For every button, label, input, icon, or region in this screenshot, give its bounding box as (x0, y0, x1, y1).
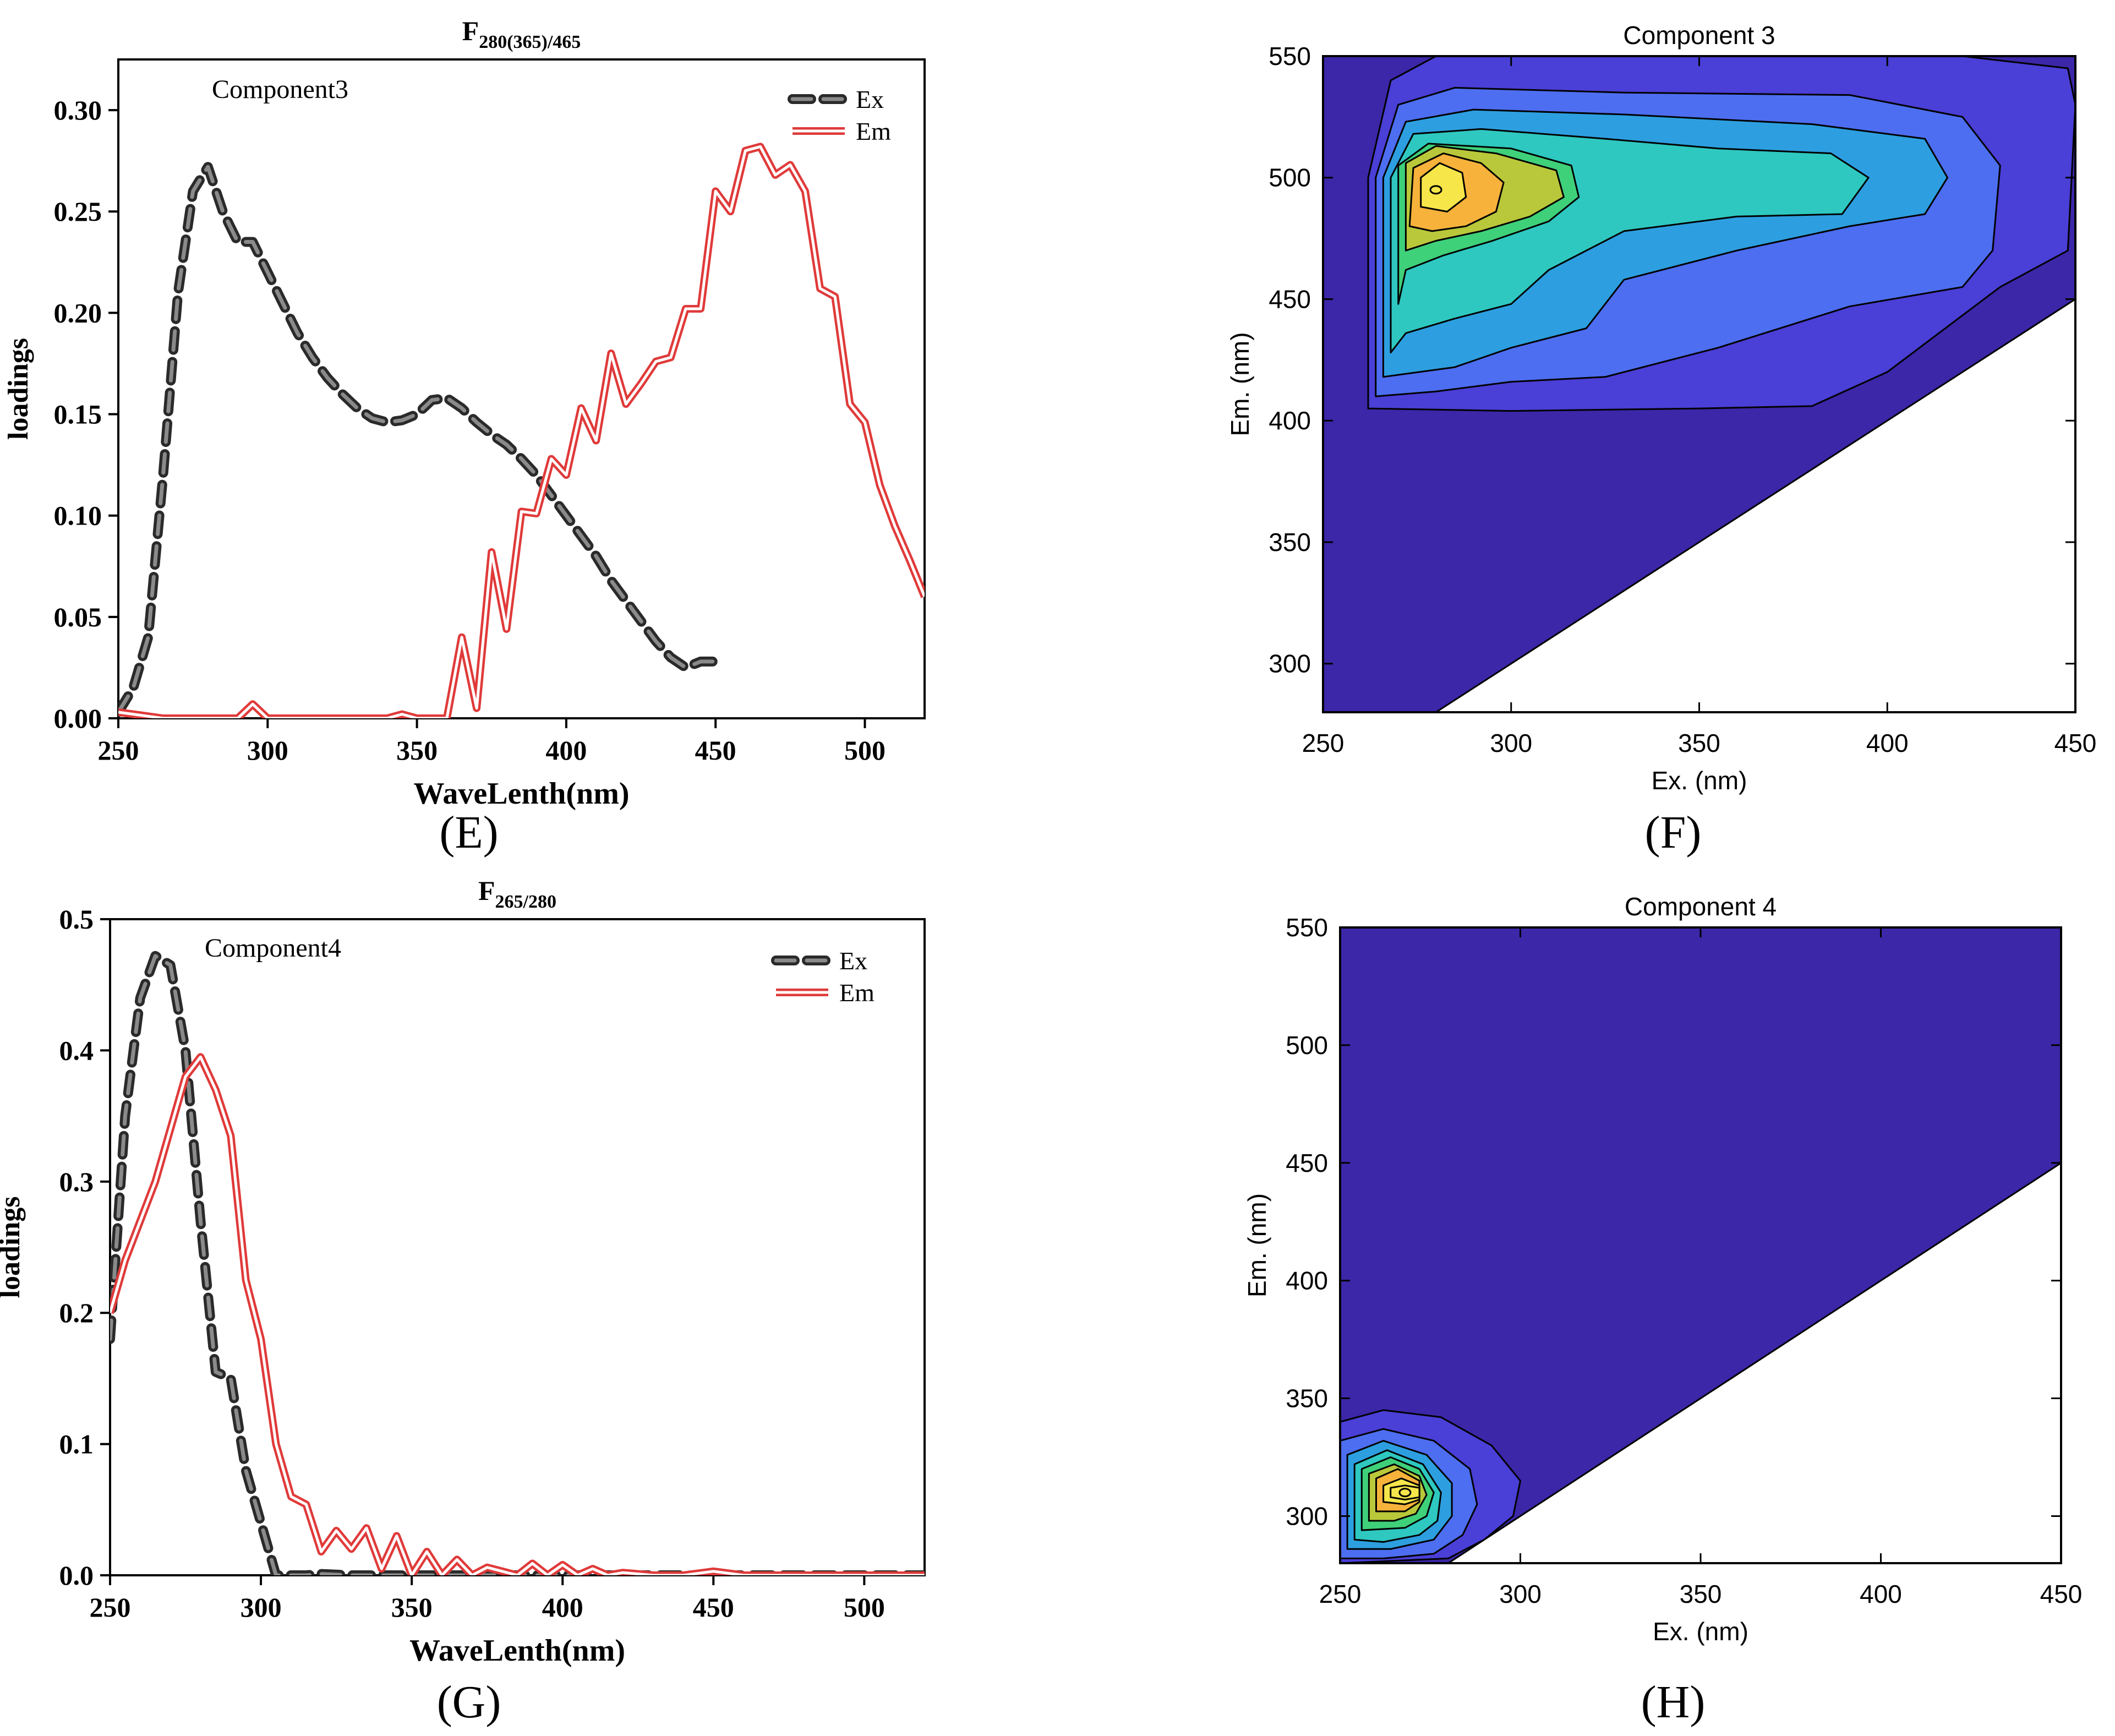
panel-h-contour-chart: Component 4 250 300 350 400 450 300 350 400 450 50… (1243, 892, 2082, 1646)
chart-title-h: Component 4 (1625, 892, 1777, 921)
panel-label-e: (E) (439, 807, 498, 858)
legend-label-em-e: Em (856, 117, 891, 145)
contour-level-h-9 (1390, 1484, 1420, 1500)
y-tick-label-h: 400 (1286, 1266, 1328, 1295)
x-tick-label-g: 300 (241, 1592, 282, 1623)
panel-e-line-chart: F280(365)/465 250 300 350 400 450 500 0.00 0.05 0… (3, 15, 926, 811)
y-tick-label-g: 0.3 (59, 1166, 94, 1197)
series-line-em-e (118, 143, 925, 718)
contour-peak-h (1398, 1488, 1412, 1498)
y-tick-label-e: 0.25 (54, 196, 102, 227)
series-line-ex-highlight-e (118, 165, 718, 714)
chart-title-e: F280(365)/465 (462, 15, 581, 52)
y-tick-label-g: 0.4 (59, 1035, 94, 1066)
y-axis-label-e: loadings (3, 338, 34, 440)
x-tick-label-f: 300 (1490, 729, 1532, 757)
panel-f-contour-chart: Component 3 250 300 350 400 450 300 350 400 450 50… (1226, 21, 2096, 795)
series-line-ex-highlight-g (110, 954, 925, 1575)
y-tick-label-f: 550 (1269, 42, 1311, 70)
x-tick-label-g: 250 (90, 1592, 131, 1623)
x-tick-label-e: 450 (695, 735, 736, 766)
x-tick-label-f: 350 (1678, 729, 1720, 757)
x-tick-label-h: 350 (1680, 1580, 1722, 1608)
x-tick-label-e: 250 (98, 735, 139, 766)
x-tick-label-e: 300 (247, 735, 288, 766)
y-tick-label-h: 300 (1286, 1502, 1328, 1530)
y-tick-label-e: 0.00 (54, 703, 102, 734)
y-tick-label-e: 0.20 (54, 297, 102, 328)
x-tick-label-g: 350 (391, 1592, 433, 1623)
y-axis-label-f: Em. (nm) (1226, 332, 1254, 436)
panel-g-line-chart: F265/280 250 300 350 400 450 500 0.0 0.1 0.2 0.3 0.… (0, 875, 926, 1668)
plot-frame-g (109, 918, 926, 1576)
y-tick-label-e: 0.15 (54, 399, 102, 430)
series-line-ex-g (110, 951, 925, 1575)
y-axis-label-h: Em. (nm) (1243, 1193, 1271, 1297)
y-tick-label-h: 350 (1286, 1384, 1328, 1413)
y-tick-label-g: 0.2 (59, 1297, 94, 1328)
series-line-em-inner-g (110, 1055, 925, 1575)
panel-label-h: (H) (1641, 1677, 1706, 1728)
contour-group-h (1340, 927, 2061, 1563)
component-annotation-e: Component3 (212, 75, 348, 104)
y-tick-label-h: 550 (1286, 913, 1328, 942)
x-axis-label-e: WaveLenth(nm) (414, 777, 630, 811)
y-tick-label-f: 300 (1269, 649, 1311, 678)
x-axis-label-h: Ex. (nm) (1653, 1617, 1748, 1646)
legend-label-ex-e: Ex (856, 85, 884, 113)
chart-title-g: F265/280 (478, 875, 556, 912)
legend-label-em-g: Em (839, 979, 875, 1007)
contour-group-f (1323, 56, 2075, 712)
y-tick-label-e: 0.05 (54, 602, 102, 632)
y-tick-label-f: 500 (1269, 163, 1311, 192)
x-axis-label-f: Ex. (nm) (1652, 766, 1747, 795)
y-tick-label-h: 450 (1286, 1149, 1328, 1177)
y-tick-label-g: 0.5 (59, 904, 94, 935)
plot-frame-e (117, 58, 926, 719)
y-tick-label-f: 400 (1269, 406, 1311, 435)
x-tick-label-e: 400 (545, 735, 587, 766)
x-tick-label-h: 450 (2040, 1580, 2083, 1608)
contour-peak-f (1429, 185, 1442, 195)
series-group-e (118, 143, 925, 718)
panel-label-g: (G) (437, 1677, 501, 1728)
y-tick-label-h: 500 (1286, 1031, 1328, 1060)
x-tick-label-e: 500 (844, 735, 886, 766)
panel-label-f: (F) (1645, 807, 1702, 858)
series-group-g (110, 951, 925, 1575)
x-tick-label-g: 400 (542, 1592, 583, 1623)
x-tick-label-f: 250 (1302, 729, 1345, 757)
y-tick-label-f: 450 (1269, 285, 1311, 313)
contour-level-f-8 (1420, 162, 1467, 212)
y-tick-label-e: 0.30 (54, 95, 102, 125)
x-tick-label-h: 400 (1860, 1580, 1902, 1608)
x-tick-label-e: 350 (396, 735, 438, 766)
series-line-ex-e (118, 162, 721, 717)
series-line-em-inner-e (118, 145, 925, 718)
x-tick-label-g: 500 (844, 1592, 885, 1623)
x-tick-label-g: 450 (693, 1592, 734, 1623)
y-tick-label-g: 0.1 (59, 1429, 94, 1460)
x-axis-label-g: WaveLenth(nm) (409, 1634, 625, 1668)
legend-label-ex-g: Ex (839, 947, 867, 975)
component-annotation-g: Component4 (205, 933, 341, 963)
x-tick-label-f: 450 (2054, 729, 2097, 757)
series-line-em-g (110, 1053, 925, 1575)
x-tick-label-f: 400 (1866, 729, 1909, 757)
y-tick-label-g: 0.0 (59, 1560, 94, 1591)
y-axis-label-g: loadings (0, 1197, 26, 1298)
y-tick-label-e: 0.10 (54, 500, 102, 531)
contour-base-h (1340, 927, 2061, 1563)
x-tick-label-h: 250 (1319, 1580, 1362, 1608)
y-tick-label-f: 350 (1269, 528, 1311, 556)
chart-title-f: Component 3 (1623, 21, 1775, 50)
x-tick-label-h: 300 (1499, 1580, 1542, 1608)
